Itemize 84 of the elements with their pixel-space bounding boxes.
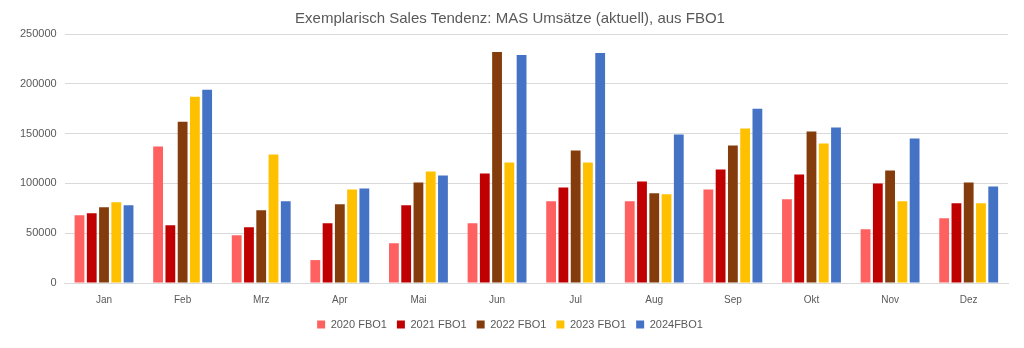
bar: [740, 128, 751, 283]
legend-label: 2021 FBO1: [410, 317, 467, 330]
bar: [727, 145, 738, 283]
bar: [703, 189, 714, 283]
x-tick-label: Dez: [959, 293, 978, 305]
bar: [413, 182, 424, 283]
y-tick-label: 250000: [19, 27, 57, 40]
bar: [860, 229, 871, 283]
bar: [359, 188, 370, 283]
legend-label: 2024FBO1: [649, 317, 703, 330]
bar: [546, 201, 557, 283]
bar: [595, 52, 606, 283]
bar: [963, 182, 974, 283]
x-tick-label: Apr: [332, 293, 349, 305]
bar: [649, 193, 660, 283]
y-tick-label: 50000: [26, 226, 57, 239]
bar: [256, 210, 267, 283]
bar: [951, 203, 962, 283]
bar: [624, 201, 635, 283]
bar: [976, 203, 986, 283]
bar: [516, 54, 527, 283]
bar: [583, 162, 593, 283]
x-tick-label: Mai: [410, 293, 427, 305]
x-tick-label: Feb: [174, 293, 192, 305]
bar: [897, 201, 908, 283]
bar: [492, 51, 502, 283]
bar: [347, 189, 357, 283]
bar: [165, 225, 176, 283]
x-tick-label: Okt: [803, 293, 820, 305]
bar: [123, 205, 134, 283]
y-tick-label: 200000: [19, 76, 57, 89]
bar: [467, 223, 478, 283]
x-tick-label: Jan: [95, 293, 113, 305]
bar: [401, 205, 412, 283]
bar: [715, 169, 726, 283]
x-tick-label: Nov: [881, 293, 899, 305]
x-tick-label: Jul: [569, 293, 583, 305]
bar: [752, 108, 763, 283]
bar: [389, 243, 399, 283]
bar: [909, 138, 920, 283]
bar: [189, 96, 200, 283]
bar: [322, 223, 333, 283]
y-tick-label: 100000: [19, 176, 57, 189]
bar: [504, 162, 515, 283]
bar: [885, 170, 895, 283]
bar: [202, 89, 213, 283]
legend-label: 2020 FBO1: [330, 317, 387, 330]
bar: [244, 227, 254, 283]
bar: [872, 183, 883, 283]
bar: [425, 171, 436, 283]
bar: [673, 134, 684, 283]
bar: [310, 260, 321, 283]
x-tick-label: Aug: [645, 293, 664, 305]
legend-label: 2023 FBO1: [569, 317, 627, 330]
bar: [806, 131, 817, 283]
bar: [153, 146, 163, 283]
bar: [99, 207, 109, 283]
bar: [74, 215, 85, 283]
y-tick-label: 0: [50, 276, 57, 289]
bar: [268, 154, 279, 283]
bar: [86, 213, 97, 283]
bar: [177, 121, 188, 283]
bar: [831, 127, 841, 283]
bar: [558, 187, 569, 283]
bar: [111, 202, 122, 283]
bar: [438, 175, 448, 283]
bar: [479, 173, 490, 283]
bar: [818, 143, 829, 283]
bar: [637, 181, 647, 283]
bar: [782, 199, 792, 283]
bar: [661, 194, 672, 283]
x-tick-label: Jun: [488, 293, 506, 305]
bar: [231, 235, 242, 283]
bar: [334, 204, 345, 283]
bar: [988, 186, 999, 283]
y-tick-label: 150000: [19, 126, 57, 139]
bar: [570, 150, 581, 283]
bar: [939, 218, 950, 283]
chart-title: Exemplarisch Sales Tendenz: MAS Umsätze (aktuell), aus FBO1: [295, 9, 725, 27]
x-tick-label: Mrz: [252, 293, 270, 305]
legend-label: 2022 FBO1: [490, 317, 547, 330]
bar: [794, 174, 805, 283]
bar: [280, 201, 291, 283]
x-tick-label: Sep: [723, 293, 743, 305]
